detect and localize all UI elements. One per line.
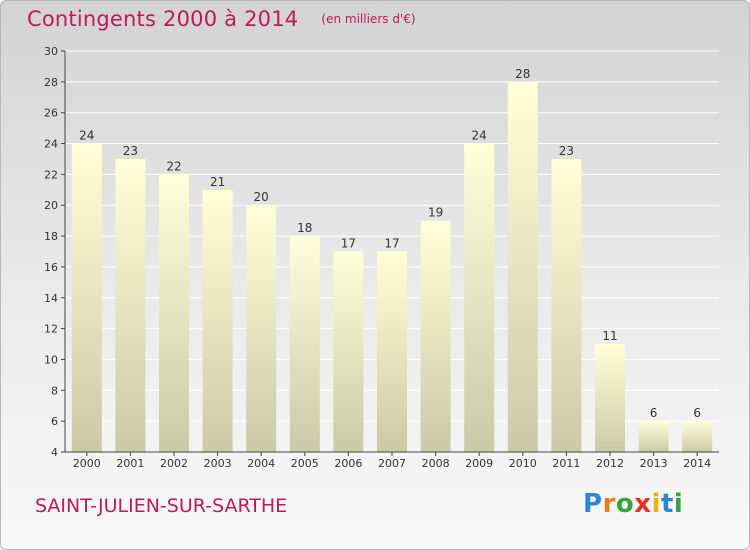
data-label: 21	[210, 175, 225, 189]
data-label: 6	[693, 406, 701, 420]
y-tick-label: 8	[51, 384, 58, 397]
y-tick-label: 20	[44, 199, 58, 212]
y-tick-label: 30	[44, 45, 58, 58]
data-label: 28	[515, 67, 530, 81]
data-label: 17	[341, 237, 356, 251]
bar-2001	[115, 158, 146, 452]
chart-subtitle: (en milliers d'€)	[321, 12, 416, 26]
y-tick-label: 22	[44, 168, 58, 181]
y-tick-label: 28	[44, 76, 58, 89]
x-tick-label: 2003	[204, 457, 232, 470]
y-tick-label: 10	[44, 353, 58, 366]
x-tick-label: 2009	[465, 457, 493, 470]
logo-letter: o	[615, 489, 635, 519]
y-tick-label: 26	[44, 107, 58, 120]
data-label: 20	[254, 190, 269, 204]
bar-2010	[507, 81, 538, 452]
bar-2008	[420, 220, 451, 452]
x-tick-label: 2007	[378, 457, 406, 470]
bar-2003	[202, 189, 233, 453]
x-tick-label: 2004	[247, 457, 275, 470]
bar-2009	[464, 143, 495, 453]
bar-2000	[71, 143, 102, 453]
data-labels: 24 23 22 21 20 18 17 17 19 24 28 23 11 6 6	[79, 67, 701, 420]
x-tick-label: 2014	[683, 457, 711, 470]
data-label: 24	[79, 129, 94, 143]
y-tick-label: 16	[44, 261, 58, 274]
proxiti-logo: Proxiti	[583, 489, 683, 519]
x-tick-label: 2001	[116, 457, 144, 470]
x-tick-label: 2011	[552, 457, 580, 470]
y-tick-label: 4	[51, 446, 58, 459]
bar-2014	[682, 421, 713, 452]
logo-letter: i	[673, 489, 684, 519]
data-label: 23	[559, 144, 574, 158]
x-tick-label: 2005	[291, 457, 319, 470]
bar-2012	[595, 344, 625, 452]
y-tick-label: 18	[44, 230, 58, 243]
bar-2002	[159, 174, 189, 452]
bar-2006	[333, 251, 364, 452]
bar-2011	[551, 158, 582, 452]
logo-letter: r	[602, 489, 616, 519]
bar-2013	[638, 421, 669, 452]
x-tick-label: 2002	[160, 457, 188, 470]
data-label: 17	[384, 237, 399, 251]
x-tick-label: 2006	[334, 457, 362, 470]
logo-letter: i	[651, 489, 661, 519]
bar-2005	[289, 236, 320, 452]
bars	[71, 81, 713, 453]
bar-2007	[377, 251, 407, 452]
data-label: 24	[472, 129, 487, 143]
data-label: 6	[650, 406, 658, 420]
data-label: 18	[297, 221, 312, 235]
y-tick-label: 12	[44, 323, 58, 336]
x-tick-label: 2008	[422, 457, 450, 470]
y-tick-label: 14	[44, 292, 58, 305]
data-label: 11	[602, 329, 617, 343]
logo-letter: t	[660, 489, 674, 519]
data-label: 22	[166, 159, 181, 173]
x-tick-label: 2000	[73, 457, 101, 470]
data-label: 23	[123, 144, 138, 158]
axes: 4 6 8 10 12 14 16 18 20 22 24 26 28 30 2000 2001 2002 200…	[44, 45, 719, 470]
y-tick-label: 24	[44, 138, 58, 151]
logo-letter: x	[634, 489, 652, 519]
chart-title: Contingents 2000 à 2014	[27, 7, 299, 31]
y-tick-label: 6	[51, 415, 58, 428]
title-row: Contingents 2000 à 2014 (en milliers d'€…	[27, 7, 416, 31]
commune-name: SAINT-JULIEN-SUR-SARTHE	[35, 495, 288, 517]
logo-letter: P	[583, 489, 603, 519]
x-tick-label: 2012	[596, 457, 624, 470]
bar-2004	[246, 205, 277, 452]
data-label: 19	[428, 206, 443, 220]
x-tick-label: 2010	[509, 457, 537, 470]
x-tick-label: 2013	[640, 457, 668, 470]
